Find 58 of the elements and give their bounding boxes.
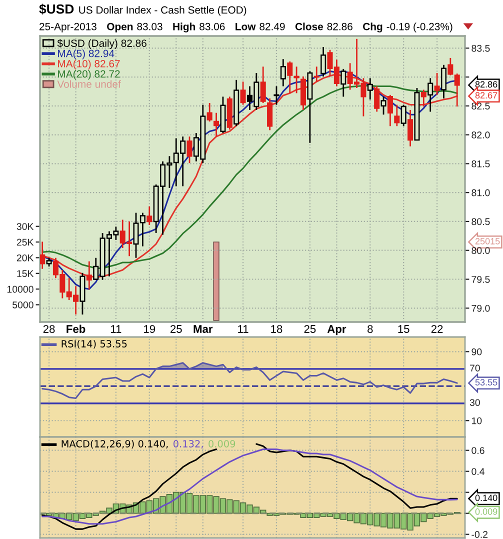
ref-line-label: 70 [470, 364, 480, 372]
text: 0.140 [475, 494, 498, 502]
text: Chg -0.19 (-0.23%) [363, 22, 452, 32]
text: 0.132, [173, 440, 203, 448]
y2-tick-label: 30K [16, 223, 34, 230]
x-tick-label: 22 [431, 325, 443, 333]
y2-tick-label: 20K [16, 254, 34, 262]
y2-tick-label: 25K [16, 238, 34, 246]
y2-tick-label: 15K [17, 270, 34, 278]
y2-tick-label: 10000 [7, 286, 34, 293]
x-tick-label: 18 [271, 325, 282, 333]
text: 82.86 [475, 81, 498, 88]
legend-label: $USD (Daily) 82.86 [57, 39, 146, 49]
y-tick-label: 10 [472, 417, 482, 424]
y-tick-label: 80.0 [472, 247, 490, 254]
x-tick-label: 8 [368, 325, 373, 333]
x-tick-label: 19 [144, 325, 156, 333]
legend-label: MA(5) 82.94 [58, 50, 114, 60]
y-tick-label: 80.5 [472, 218, 490, 226]
text: 82.67 [475, 92, 498, 99]
y-tick-label: -0.2 [472, 531, 488, 538]
text: High 83.06 [173, 22, 225, 32]
text: Low 82.49 [236, 22, 285, 30]
x-tick-label: 25 [170, 325, 182, 333]
legend-label: MACD(12,26,9) 0.140, [62, 440, 168, 449]
y-tick-label: 81.5 [472, 160, 490, 168]
y-tick-label: 79.5 [472, 276, 490, 283]
legend-label: Volume undef [57, 80, 121, 88]
x-tick-label: 28 [43, 325, 55, 333]
x-tick-label: 11 [111, 325, 122, 333]
series-label: 0.009 [475, 508, 498, 515]
ref-line-label: 30 [470, 399, 480, 406]
x-tick-label: 15 [398, 325, 410, 333]
x-tick-label: Apr [327, 325, 346, 336]
annotation: 0.009 [208, 440, 236, 448]
text: 25-Apr-2013 [40, 22, 96, 32]
x-tick-label: Mar [194, 325, 213, 333]
x-tick-label: 25 [304, 325, 316, 333]
text: Close 82.86 [295, 22, 352, 30]
chart-title: $USD [39, 4, 74, 15]
y-tick-label: 90 [472, 348, 482, 356]
y-tick-label: 81.0 [472, 189, 490, 196]
y-tick-label: 0.6 [472, 447, 484, 454]
y2-tick-label: 5000 [12, 301, 34, 308]
legend-label: RSI(14) 53.55 [62, 340, 127, 349]
y-tick-label: 0.4 [472, 468, 484, 475]
x-tick-label: 11 [238, 325, 248, 333]
text: 53.55 [475, 379, 498, 386]
text: Open 83.03 [107, 22, 162, 32]
text: 25015 [475, 238, 500, 244]
y-tick-label: 82.0 [472, 132, 490, 138]
legend-label: MA(10) 82.67 [58, 60, 120, 70]
y-tick-label: 83.5 [472, 44, 490, 52]
chart-subtitle: US Dollar Index - Cash Settle (EOD) [79, 6, 246, 16]
legend-label: MA(20) 82.72 [58, 70, 120, 80]
y-tick-label: 79.0 [472, 304, 490, 312]
y-tick-label: 82.5 [472, 102, 490, 110]
x-tick-label: Feb [66, 324, 86, 333]
